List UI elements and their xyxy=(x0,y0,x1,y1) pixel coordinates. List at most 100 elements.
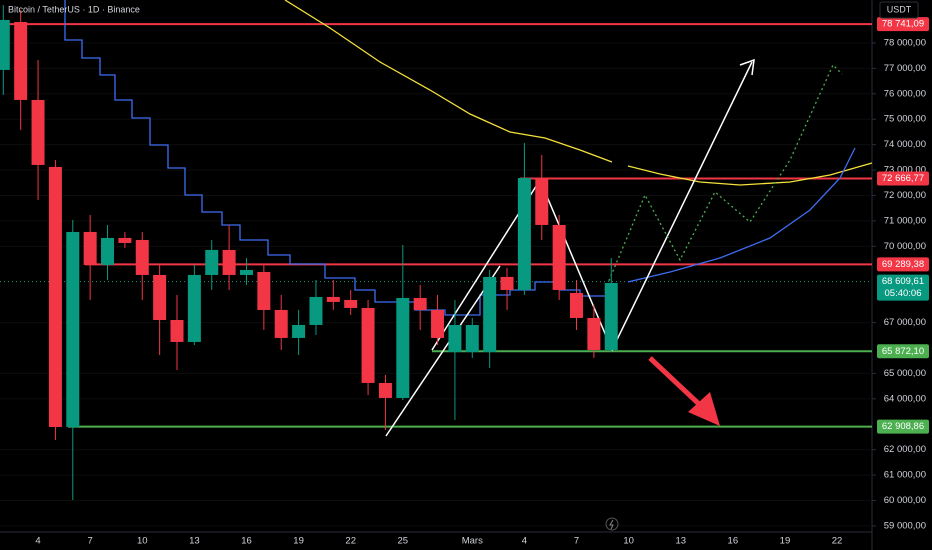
candle-body xyxy=(101,237,115,265)
chart-title: Bitcoin / TetherUS · 1D · Binance xyxy=(8,4,140,14)
candle-body xyxy=(344,299,358,308)
candle-body xyxy=(83,231,97,265)
candle-body xyxy=(326,296,340,302)
candle-body xyxy=(239,269,253,275)
x-tick-label: 13 xyxy=(675,536,686,547)
x-tick-label: 4 xyxy=(35,536,40,547)
candle-body xyxy=(14,21,28,100)
x-tick-label: 4 xyxy=(522,536,527,547)
candle-body xyxy=(378,382,392,398)
y-tick-label: 67 000,00 xyxy=(884,317,926,328)
y-tick-label: 77 000,00 xyxy=(884,63,926,74)
candle-body xyxy=(118,237,132,243)
candles xyxy=(0,4,618,500)
moving-average-yellow-projection xyxy=(627,162,873,186)
candle-body xyxy=(500,276,514,290)
x-tick-label: 16 xyxy=(728,536,739,547)
candle-body xyxy=(0,19,10,70)
x-tick-label: 22 xyxy=(832,536,843,547)
baseline-indicator-blue xyxy=(64,0,605,316)
level-label: 69 289,38 xyxy=(882,259,924,270)
down-arrow-head xyxy=(688,392,720,426)
y-tick-label: 62 000,00 xyxy=(884,444,926,455)
candle-body xyxy=(604,282,618,350)
candle-body xyxy=(66,231,80,427)
baseline-projection-blue xyxy=(627,147,856,283)
candle-body xyxy=(413,297,427,310)
x-tick-label: Mars xyxy=(462,536,483,547)
x-tick-label: 22 xyxy=(345,536,356,547)
countdown: 05:40:06 xyxy=(885,288,922,299)
candle-body xyxy=(552,224,566,290)
arrow-head xyxy=(739,58,755,76)
candle-body xyxy=(517,177,531,290)
candle-body xyxy=(31,99,45,165)
candle-body xyxy=(465,324,479,352)
x-tick-label: 10 xyxy=(137,536,148,547)
y-tick-label: 78 000,00 xyxy=(884,37,926,48)
moving-average-yellow xyxy=(284,0,613,163)
candle-body xyxy=(257,271,271,310)
alert-icon-bolt xyxy=(609,519,614,530)
y-tick-label: 75 000,00 xyxy=(884,114,926,125)
y-tick-label: 65 000,00 xyxy=(884,368,926,379)
y-tick-label: 72 000,00 xyxy=(884,190,926,201)
trend-line xyxy=(385,265,501,437)
x-tick-label: 19 xyxy=(780,536,791,547)
y-tick-label: 59 000,00 xyxy=(884,520,926,531)
candle-body xyxy=(309,296,323,325)
y-tick-label: 64 000,00 xyxy=(884,393,926,404)
y-tick-label: 76 000,00 xyxy=(884,88,926,99)
y-tick-label: 73 000,00 xyxy=(884,165,926,176)
y-tick-label: 61 000,00 xyxy=(884,470,926,481)
level-label-box xyxy=(877,171,929,186)
candle-body xyxy=(431,309,445,338)
level-label-box xyxy=(877,257,929,272)
level-label-box xyxy=(877,419,929,434)
y-tick-label: 71 000,00 xyxy=(884,215,926,226)
candle-body xyxy=(187,274,201,342)
currency-box xyxy=(879,1,919,19)
x-tick-label: 13 xyxy=(189,536,200,547)
candle-body xyxy=(587,317,601,350)
level-label: 72 666,77 xyxy=(882,173,924,184)
candle-body xyxy=(396,297,410,398)
currency: USDT xyxy=(887,4,912,14)
x-tick-label: 10 xyxy=(623,536,634,547)
last-price-label: 68 609,61 xyxy=(882,276,924,287)
y-tick-label: 60 000,00 xyxy=(884,495,926,506)
alert-icon xyxy=(605,517,619,531)
projection-dotted xyxy=(604,63,843,291)
candle-body xyxy=(205,249,219,275)
candle-body xyxy=(222,249,236,275)
y-tick-label: 74 000,00 xyxy=(884,139,926,150)
level-label: 62 908,86 xyxy=(882,421,924,432)
down-arrow-shaft xyxy=(648,356,702,407)
level-label-box xyxy=(877,17,929,32)
candle-body xyxy=(535,177,549,225)
x-tick-label: 25 xyxy=(398,536,409,547)
candle-body xyxy=(274,309,288,338)
x-tick-label: 16 xyxy=(241,536,252,547)
candle-body xyxy=(292,324,306,338)
candle-body xyxy=(361,307,375,383)
x-tick-label: 7 xyxy=(574,536,579,547)
level-label: 65 872,10 xyxy=(882,346,924,357)
level-label: 78 741,09 xyxy=(882,19,924,30)
x-tick-label: 19 xyxy=(293,536,304,547)
last-price-box xyxy=(877,274,929,301)
candle-body xyxy=(483,276,497,352)
candle-body xyxy=(48,166,62,427)
x-tick-label: 7 xyxy=(88,536,93,547)
candle-body xyxy=(448,324,462,352)
y-tick-label: 70 000,00 xyxy=(884,241,926,252)
candle-body xyxy=(570,292,584,318)
candle-body xyxy=(135,239,149,275)
zigzag-arrow xyxy=(431,61,753,352)
level-label-box xyxy=(877,344,929,359)
candle-body xyxy=(170,319,184,342)
